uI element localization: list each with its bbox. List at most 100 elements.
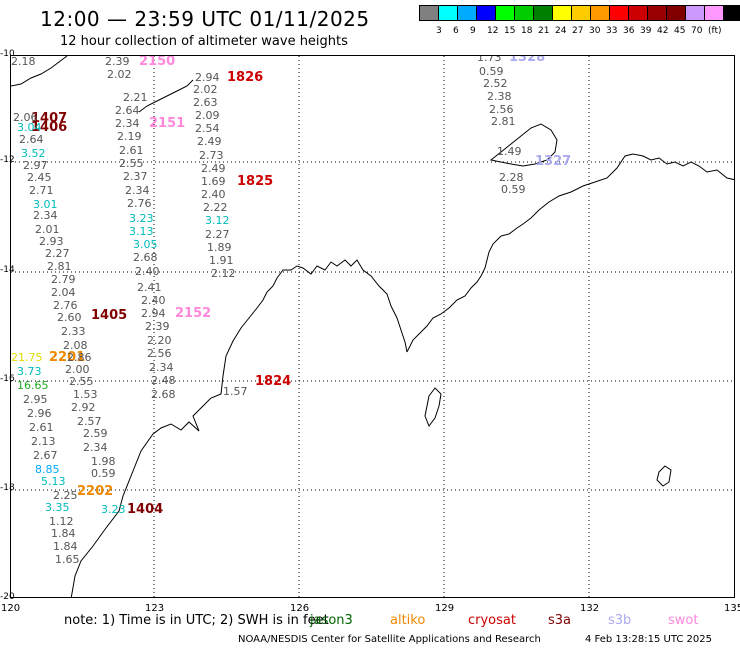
satellite-legend-item: swot	[668, 613, 699, 628]
wave-height-value: 3.73	[17, 365, 42, 378]
longitude-label: 129	[435, 603, 455, 614]
color-scale-label: 27	[572, 26, 584, 36]
wave-height-value: 3.23	[129, 212, 154, 225]
wave-height-value: 2.02	[107, 68, 132, 81]
color-scale-swatch	[419, 5, 439, 21]
wave-height-value: 3.01	[33, 198, 58, 211]
color-scale-label: 30	[589, 26, 601, 36]
wave-height-value: 2.61	[119, 144, 144, 157]
wave-height-value: 3.52	[21, 147, 46, 160]
wave-height-value: 0.59	[91, 467, 116, 480]
wave-height-value: 2.27	[205, 228, 230, 241]
wave-height-value: 2.12	[211, 267, 236, 280]
wave-height-value: 1.65	[55, 553, 80, 566]
wave-height-value: 2.61	[29, 421, 54, 434]
color-scale-label: 33	[606, 26, 618, 36]
satellite-legend-item: altiko	[390, 613, 426, 628]
color-scale-label: 70	[691, 26, 703, 36]
color-scale-label: 45	[674, 26, 686, 36]
wave-height-value: 21.75	[11, 351, 43, 364]
wave-height-value: 1.98	[91, 455, 116, 468]
wave-height-value: 2.93	[39, 235, 64, 248]
wave-height-value: 1.69	[201, 175, 226, 188]
coastline-australia-west	[70, 259, 408, 597]
pass-time-label: 1404	[127, 502, 164, 517]
pass-time-label: 2152	[175, 306, 212, 321]
wave-height-value: 2.68	[133, 251, 158, 264]
wave-height-value: 2.49	[197, 135, 222, 148]
credit-line: NOAA/NESDIS Center for Satellite Applica…	[238, 634, 541, 645]
wave-height-value: 2.96	[27, 407, 52, 420]
color-scale-label: 24	[555, 26, 567, 36]
wave-height-value: 2.34	[83, 441, 108, 454]
satellite-legend-item: cryosat	[468, 613, 516, 628]
wave-height-value: 2.94	[195, 71, 220, 84]
wave-height-value: 2.37	[123, 170, 148, 183]
wave-height-value: 2.56	[147, 347, 172, 360]
pass-time-label: 1328	[509, 55, 546, 65]
wave-height-value: 2.40	[201, 188, 226, 201]
wave-height-value: 2.04	[51, 286, 76, 299]
wave-height-value: 1.12	[49, 515, 74, 528]
generated-timestamp: 4 Feb 13:28:15 UTC 2025	[585, 634, 712, 645]
color-scale-label: 3	[436, 26, 442, 36]
color-scale-swatch	[571, 5, 591, 21]
latitude-label: -10	[0, 49, 15, 59]
wave-height-value: 1.57	[223, 385, 248, 398]
wave-height-value: 2.22	[203, 201, 228, 214]
wave-height-value: 2.33	[61, 325, 86, 338]
pass-time-label: 1824	[255, 374, 292, 389]
wave-height-value: 2.81	[47, 260, 72, 273]
longitude-label: 123	[145, 603, 165, 614]
wave-height-value: 3.04	[17, 121, 42, 134]
wave-height-value: 1.84	[51, 527, 76, 540]
wave-height-value: 2.08	[63, 339, 88, 352]
pass-time-label: 1406	[31, 120, 68, 135]
wave-height-value: 2.97	[23, 159, 48, 172]
wave-height-value: 2.21	[123, 91, 148, 104]
wave-height-value: 2.00	[65, 363, 90, 376]
wave-height-value: 2.20	[147, 334, 172, 347]
wave-height-value: 2.79	[51, 273, 76, 286]
wave-height-value: 2.55	[119, 157, 144, 170]
color-scale-label: 18	[521, 26, 533, 36]
latitude-label: -20	[0, 592, 15, 602]
wave-height-value: 2.45	[27, 171, 52, 184]
wave-height-value: 2.71	[29, 184, 54, 197]
coastline-tanimbar	[489, 123, 558, 167]
wave-height-value: 2.34	[149, 361, 174, 374]
color-scale-swatch	[609, 5, 629, 21]
wave-height-value: 2.54	[195, 122, 220, 135]
wave-height-value: 2.19	[117, 130, 142, 143]
coastline-timor	[11, 56, 68, 87]
color-scale-swatch	[685, 5, 705, 21]
coastline-timor-east	[138, 79, 194, 113]
satellite-legend-item: s3a	[548, 613, 572, 628]
wave-height-value: 1.91	[209, 254, 234, 267]
wave-height-value: 3.35	[45, 501, 70, 514]
latitude-label: -14	[0, 265, 15, 275]
color-scale-swatch	[628, 5, 648, 21]
color-scale-swatch	[552, 5, 572, 21]
coastline-bathurst-island	[424, 387, 442, 428]
wave-height-value: 2.76	[127, 197, 152, 210]
pass-time-label: 2202	[77, 484, 114, 499]
longitude-label: 132	[580, 603, 600, 614]
wave-height-value: 3.23	[101, 503, 126, 516]
pass-time-label: 2150	[139, 55, 176, 69]
wave-height-value: 2.64	[115, 104, 140, 117]
wave-height-value: 2.86	[67, 351, 92, 364]
wave-height-value: 2.95	[23, 393, 48, 406]
map-graphic	[11, 56, 734, 597]
wave-height-value: 3.05	[133, 238, 158, 251]
color-scale-swatch	[514, 5, 534, 21]
longitude-label: 135	[724, 603, 740, 614]
wave-height-value: 2.48	[151, 374, 176, 387]
map-panel: 2150 1826 1407 1406 2151 1825 1405 2152 2201 1824…	[10, 55, 735, 598]
map-subtitle: 12 hour collection of altimeter wave hei…	[60, 34, 348, 49]
wave-height-value: 2.73	[199, 149, 224, 162]
wave-height-value: 2.63	[193, 96, 218, 109]
wave-height-value: 2.34	[115, 117, 140, 130]
wave-height-value: 2.56	[489, 103, 514, 116]
wave-height-value: 16.65	[17, 379, 49, 392]
